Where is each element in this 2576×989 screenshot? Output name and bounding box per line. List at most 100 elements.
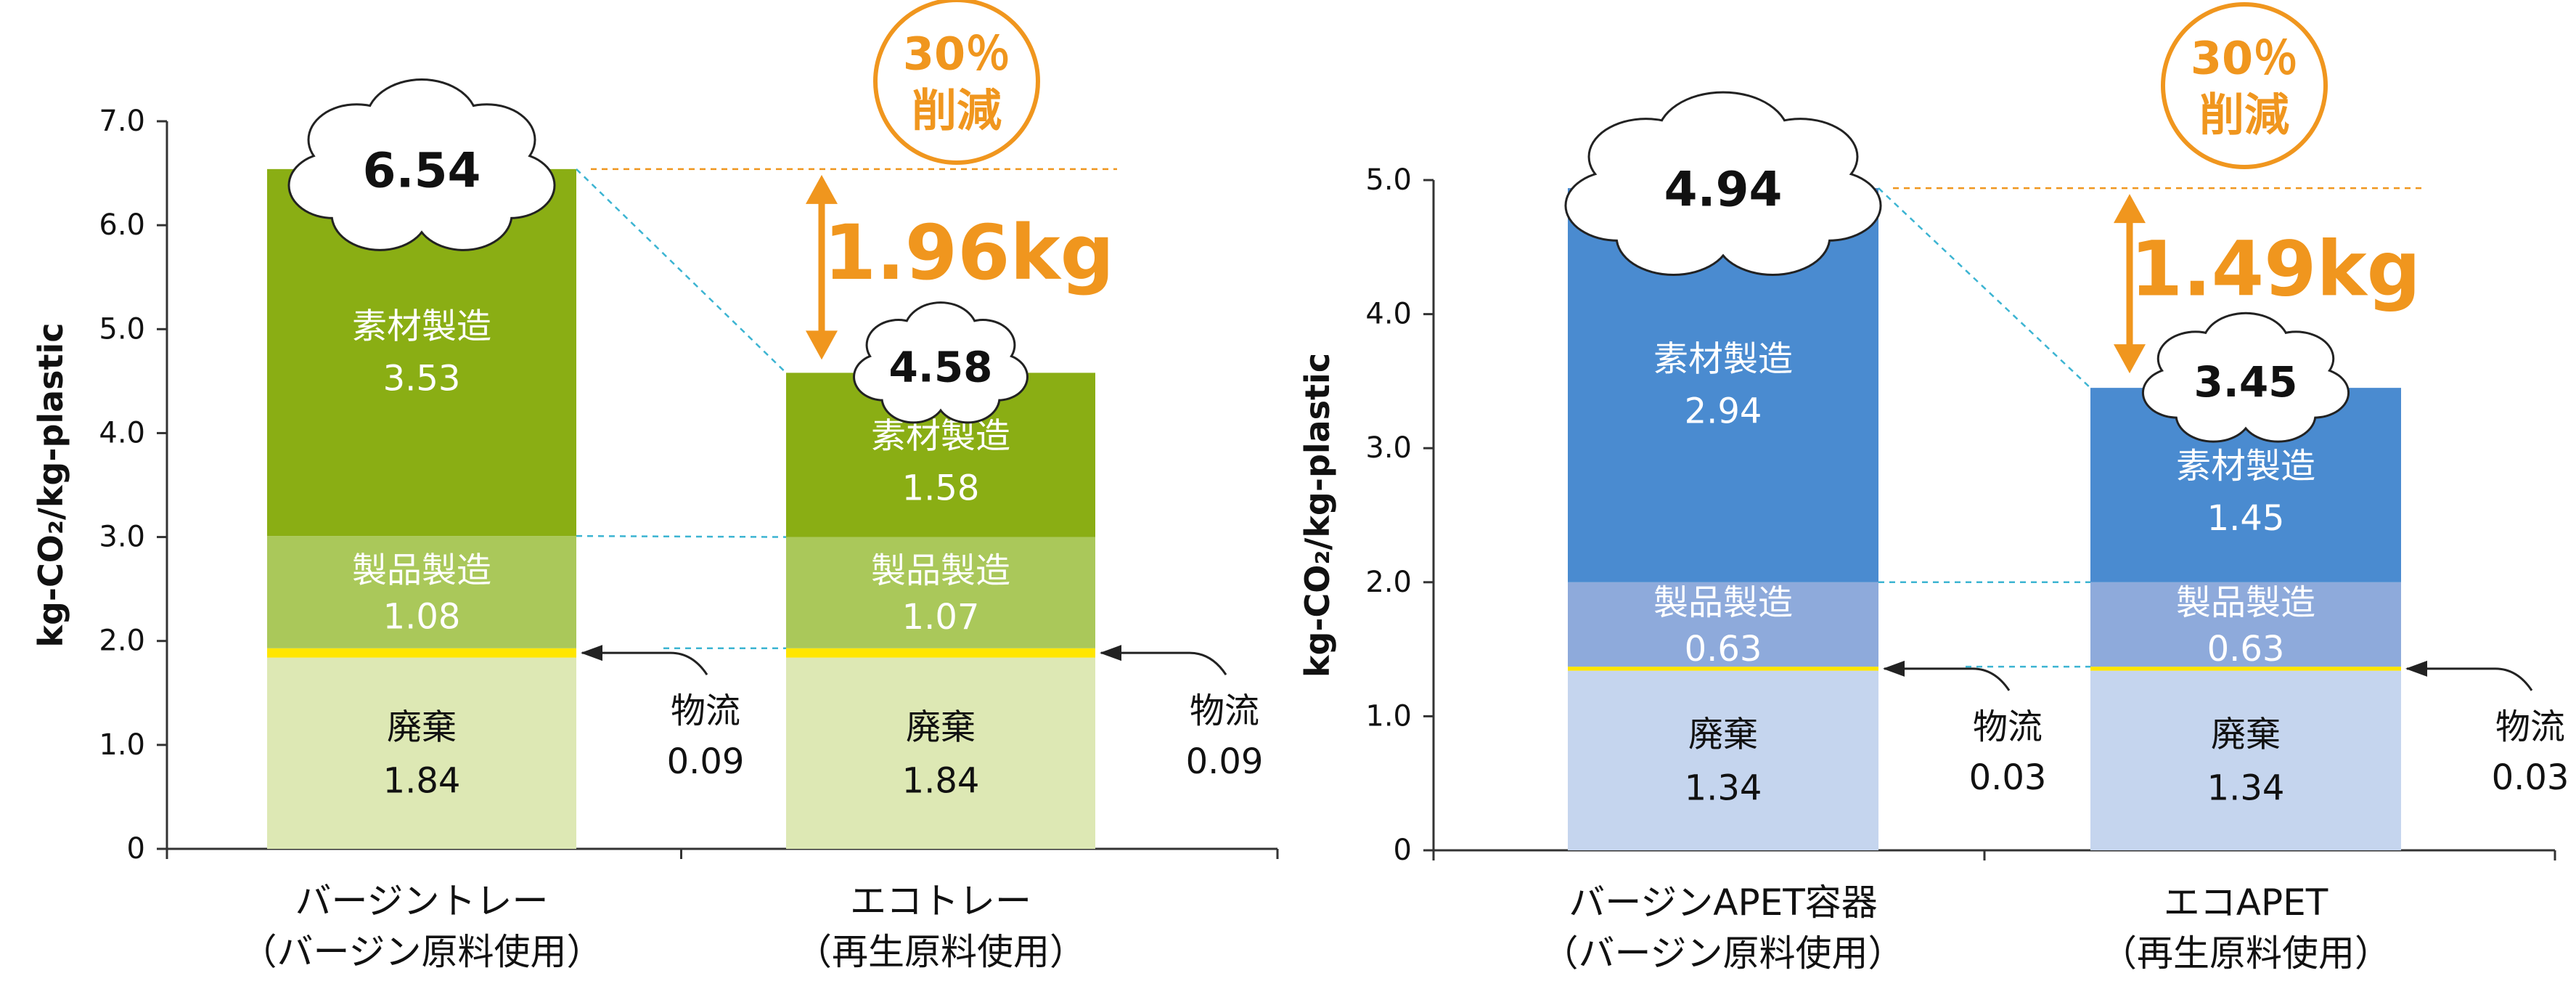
bar-segment [2090, 670, 2401, 850]
reduction-percent-label: 30％ [2191, 32, 2298, 85]
logistics-leader-line [1101, 651, 1227, 676]
reduction-arrowhead-down [806, 330, 838, 360]
reduction-arrowhead-down [2114, 344, 2146, 374]
logistics-value-label: 0.03 [2492, 757, 2569, 798]
segment-name-label: 素材製造 [352, 306, 491, 346]
y-axis-label: kg-CO₂/kg-plastic [1298, 353, 1337, 677]
chart-panel-2: 0 1.0 2.0 3.0 4.0 5.0 kg-CO₂/kg-plastic 廃棄 1.34 製… [1298, 2, 2569, 974]
category-label: エコトレー [850, 880, 1031, 922]
category-sub-label: （再生原料使用） [2101, 932, 2391, 974]
logistics-name-label: 物流 [671, 691, 740, 731]
reduction-word-label: 削減 [912, 84, 1002, 137]
category-label: バージントレー [295, 880, 549, 922]
segment-name-label: 製品製造 [1653, 582, 1793, 623]
y-tick-label: 7.0 [99, 105, 145, 138]
total-cloud [287, 78, 556, 251]
total-cloud [853, 301, 1029, 424]
segment-name-label: 素材製造 [1653, 338, 1793, 379]
logistics-leader-line [2407, 667, 2533, 691]
bar-segment [1568, 667, 1878, 671]
segment-value-label: 2.94 [1685, 391, 1762, 431]
segment-name-label: 廃棄 [387, 707, 457, 747]
segment-value-label: 1.07 [902, 597, 980, 638]
segment-name-label: 廃棄 [906, 707, 976, 747]
reduction-badge [873, 0, 1040, 165]
y-tick-label: 1.0 [1365, 699, 1412, 733]
logistics-arrowhead [2405, 660, 2427, 677]
logistics-value-label: 0.03 [1969, 757, 2047, 798]
chart-panel-1: 0 1.0 2.0 3.0 4.0 5.0 6.0 7.0 kg-CO₂/kg-plastic 廃… [31, 0, 1279, 973]
y-tick-label: 5.0 [1365, 163, 1412, 197]
bar-segment [267, 536, 576, 648]
y-tick-label: 2.0 [99, 624, 145, 658]
y-tick-label: 4.0 [99, 416, 145, 449]
category-sub-label: （再生原料使用） [796, 931, 1086, 973]
bar-segment [2090, 667, 2401, 671]
guide-line-top [1878, 187, 2091, 389]
cloud-bump [898, 338, 984, 405]
segment-value-label: 0.63 [2207, 629, 2285, 669]
bar-segment [786, 537, 1095, 648]
bar-segment [267, 657, 576, 849]
bar-segment [2090, 582, 2401, 667]
segment-name-label: 素材製造 [871, 415, 1010, 456]
reduction-arrowhead-up [2114, 194, 2146, 224]
total-value-label: 3.45 [2193, 357, 2297, 407]
logistics-value-label: 0.09 [1186, 741, 1264, 782]
total-cloud [2141, 312, 2350, 443]
bar-segment [1568, 670, 1878, 850]
y-tick-label: 4.0 [1365, 298, 1412, 331]
reduction-badge [2161, 2, 2328, 169]
segment-value-label: 1.58 [902, 468, 980, 508]
guide-line-top [576, 168, 787, 374]
segment-name-label: 廃棄 [2211, 714, 2281, 754]
logistics-leader-line [582, 651, 708, 676]
total-value-label: 4.58 [888, 342, 992, 391]
category-sub-label: （バージン原料使用） [241, 931, 603, 973]
y-tick-label: 3.0 [1365, 431, 1412, 465]
segment-value-label: 0.63 [1685, 629, 1762, 669]
y-tick-label: 3.0 [99, 521, 145, 554]
logistics-arrowhead [581, 645, 602, 662]
category-label: バージンAPET容器 [1569, 882, 1878, 924]
segment-name-label: 素材製造 [2176, 446, 2315, 487]
segment-name-label: 製品製造 [2176, 582, 2315, 623]
logistics-name-label: 物流 [2495, 707, 2565, 747]
y-tick-label: 0 [127, 832, 145, 866]
logistics-name-label: 物流 [1190, 691, 1259, 731]
segment-value-label: 1.34 [2207, 768, 2285, 808]
segment-value-label: 1.34 [1685, 768, 1762, 808]
reduction-arrowhead-up [806, 174, 838, 204]
logistics-arrowhead [1883, 660, 1905, 677]
segment-name-label: 製品製造 [352, 550, 491, 590]
total-cloud [1564, 91, 1882, 276]
logistics-arrowhead [1100, 645, 1121, 662]
bar-segment [786, 657, 1095, 849]
segment-value-label: 1.08 [383, 596, 461, 637]
segment-value-label: 1.45 [2207, 498, 2285, 539]
logistics-leader-line [1884, 667, 2011, 691]
cloud-bump [1645, 145, 1801, 248]
segment-value-label: 3.53 [383, 358, 461, 399]
y-axis-label: kg-CO₂/kg-plastic [31, 322, 70, 647]
logistics-value-label: 0.09 [667, 741, 745, 782]
guide-line-mid [576, 534, 787, 538]
cloud-bump [2195, 351, 2297, 423]
segment-value-label: 1.84 [383, 760, 461, 801]
segment-name-label: 廃棄 [1688, 714, 1758, 754]
y-tick-label: 5.0 [99, 312, 145, 346]
y-tick-label: 6.0 [99, 208, 145, 242]
reduction-word-label: 削減 [2199, 89, 2289, 142]
total-value-label: 4.94 [1664, 162, 1783, 218]
reduction-percent-label: 30％ [903, 28, 1010, 81]
bar-segment [267, 648, 576, 658]
y-tick-label: 2.0 [1365, 566, 1412, 599]
segment-name-label: 製品製造 [871, 550, 1010, 591]
cloud-bump [356, 129, 487, 225]
total-value-label: 6.54 [363, 142, 481, 198]
reduction-amount-label: 1.49kg [2130, 225, 2421, 314]
segment-value-label: 1.84 [902, 760, 980, 801]
bar-segment [786, 648, 1095, 658]
bar-segment [1568, 582, 1878, 667]
